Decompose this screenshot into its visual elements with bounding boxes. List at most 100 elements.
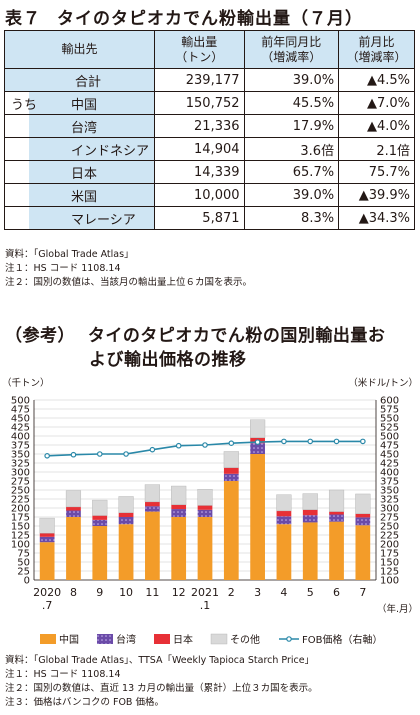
fob-price-point <box>360 438 366 445</box>
bar-china <box>223 481 239 580</box>
bar-china <box>118 524 134 580</box>
fob-price-point <box>175 442 182 449</box>
row-volume: 14,904 <box>153 137 245 161</box>
y-left-tick-label: 225 <box>11 495 30 506</box>
bar-japan <box>276 510 292 517</box>
bar-other <box>65 490 82 508</box>
bar-taiwan <box>171 509 187 517</box>
y-right-tick-label: 200 <box>380 540 399 551</box>
row-destination: 米国 <box>4 183 155 207</box>
row-destination: インドネシア <box>4 137 155 161</box>
table-row: 米国 10,000 39.0% ▲39.9% <box>4 183 415 207</box>
legend-label: 中国 <box>59 633 79 646</box>
bar-china <box>302 522 318 580</box>
chart-title-prefix: （参考） <box>5 326 75 346</box>
row-mom: ▲39.9% <box>338 183 415 207</box>
table-header-row: 輸出先 輸出量 （トン） 前年同月比 （増減率） 前月比 （増減率） <box>4 30 415 69</box>
bar-japan <box>39 533 55 537</box>
row-mom: ▲7.0% <box>338 91 415 115</box>
table-row: マレーシア 5,871 8.3% ▲34.3% <box>4 206 415 230</box>
row-volume: 5,871 <box>153 206 245 230</box>
bar-other <box>39 517 55 534</box>
bar-taiwan <box>145 506 160 512</box>
fob-price-point <box>333 438 340 445</box>
chart-note-2: 注２：国別の数値は、直近 13 カ月の輸出量（累計）上位３カ国を表示。 <box>5 683 318 694</box>
x-tick-label: 7 <box>359 586 366 599</box>
row-name: インドネシア <box>71 143 150 159</box>
y-left-tick-label: 325 <box>11 459 30 470</box>
fob-price-point <box>96 451 103 457</box>
header-yoy: 前年同月比 （増減率） <box>243 30 340 69</box>
note-1: 注１：HS コード 1108.14 <box>5 263 121 274</box>
table-title-text: タイのタピオカでん粉輸出量（７月） <box>57 9 363 29</box>
bar-japan <box>329 511 344 515</box>
y-right-tick-label: 450 <box>380 450 399 461</box>
y-right-tick-label: 475 <box>380 441 399 452</box>
bar-taiwan <box>223 473 239 481</box>
row-volume: 239,177 <box>153 68 245 92</box>
bar-japan <box>355 513 371 518</box>
note-source: 資料：「Global Trade Atlas」 <box>5 249 134 260</box>
table-row: インドネシア 14,904 3.6倍 2.1倍 <box>4 137 415 161</box>
y-left-tick-label: 250 <box>11 486 30 497</box>
bar-taiwan <box>355 517 371 526</box>
fob-price-point <box>149 446 156 453</box>
x-tick-label: 10 <box>119 586 133 599</box>
chart-title-line1: タイのタピオカでん粉の国別輸出量お <box>87 326 386 346</box>
x-tick-label: 12 <box>172 586 186 599</box>
export-chart: 0255075100125150175200225250275300325350… <box>2 377 418 646</box>
bar-china <box>66 517 81 580</box>
bar-china <box>145 511 160 580</box>
export-table: 輸出先 輸出量 （トン） 前年同月比 （増減率） 前月比 （増減率） 合計 239,17… <box>4 30 415 230</box>
y-right-tick-label: 300 <box>380 504 399 515</box>
legend-label: その他 <box>230 633 260 646</box>
legend-swatch <box>97 634 113 644</box>
fob-price-point <box>44 453 50 459</box>
y-right-tick-label: 100 <box>380 576 399 587</box>
chart-title-line2: よび輸出価格の推移 <box>89 350 247 370</box>
row-yoy: 17.9% <box>243 114 340 138</box>
y-right-tick-label: 575 <box>380 405 399 416</box>
fob-price-point <box>202 442 208 448</box>
y-left-tick-label: 200 <box>11 504 30 515</box>
row-yoy: 65.7% <box>243 160 340 184</box>
y-right-unit: （米ドル/トン） <box>348 377 418 389</box>
row-destination: 合計 <box>4 68 155 92</box>
y-left-tick-label: 425 <box>11 423 30 434</box>
row-destination: うち 中国 <box>4 91 155 115</box>
bar-other <box>302 493 318 510</box>
bar-japan <box>197 505 213 510</box>
bar-taiwan <box>329 514 344 522</box>
y-right-tick-label: 525 <box>380 423 399 434</box>
chart-note-source: 資料：「Global Trade Atlas」、TTSA「Weekly Tapi… <box>5 655 315 666</box>
row-name: 台湾 <box>71 120 98 136</box>
x-tick-label: .1 <box>200 599 211 612</box>
bar-other <box>171 485 187 505</box>
y-left-tick-label: 475 <box>11 405 30 416</box>
row-name: マレーシア <box>71 212 136 228</box>
bar-japan <box>145 501 160 507</box>
row-yoy: 45.5% <box>243 91 340 115</box>
y-left-tick-label: 500 <box>11 396 30 407</box>
chart-note-3: 注３：価格はバンコクの FOB 価格。 <box>5 697 164 708</box>
y-left-tick-label: 75 <box>17 549 30 560</box>
legend-swatch <box>154 634 170 644</box>
bar-other <box>250 419 266 438</box>
bar-other <box>197 489 213 506</box>
row-yoy: 3.6倍 <box>243 137 340 161</box>
y-right-tick-label: 600 <box>380 396 399 407</box>
bar-other <box>328 489 345 512</box>
row-mom: ▲4.0% <box>338 114 415 138</box>
bar-japan <box>223 467 239 474</box>
bar-taiwan <box>197 509 213 517</box>
fob-price-point <box>281 438 287 445</box>
row-name: 日本 <box>71 166 98 182</box>
bar-taiwan <box>92 519 108 526</box>
legend-swatch <box>40 634 56 644</box>
row-mom: 2.1倍 <box>338 137 415 161</box>
table-row: 合計 239,177 39.0% ▲4.5% <box>4 68 415 92</box>
bar-china <box>197 517 213 580</box>
x-tick-label: 8 <box>70 586 77 599</box>
x-tick-label: 11 <box>145 586 159 599</box>
table-label: 表７ <box>5 9 41 29</box>
